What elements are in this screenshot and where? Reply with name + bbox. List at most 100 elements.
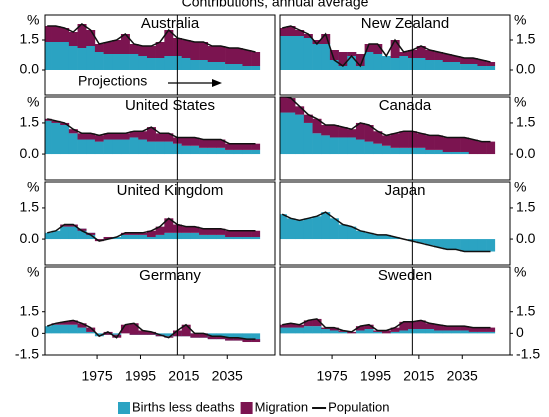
migration-bar — [77, 323, 87, 328]
panel: 0.0 1.5% United Kingdom — [20, 179, 276, 266]
births-bar — [86, 46, 96, 70]
plot-area — [280, 318, 496, 334]
migration-bar — [225, 230, 235, 237]
births-bar — [86, 331, 96, 334]
migration-bar — [199, 42, 209, 60]
migration-bar — [451, 56, 461, 62]
migration-bar — [77, 24, 87, 48]
migration-bar — [416, 320, 426, 330]
plot-area — [280, 25, 496, 70]
migration-bar — [77, 133, 87, 140]
migration-bar — [86, 232, 96, 235]
migration-bar — [477, 327, 487, 332]
births-bar — [416, 239, 426, 244]
migration-bar — [347, 52, 357, 56]
births-bar — [164, 333, 174, 337]
migration-bar — [138, 131, 148, 140]
migration-bar — [460, 58, 470, 64]
legend-label: Births less deaths — [132, 399, 235, 414]
migration-bar — [86, 327, 96, 332]
migration-bar — [486, 62, 496, 66]
migration-bar — [45, 26, 52, 42]
births-bar — [207, 234, 217, 240]
births-bar — [425, 329, 435, 334]
migration-bar — [442, 137, 452, 152]
migration-bar — [155, 42, 165, 58]
births-bar — [280, 36, 287, 70]
births-bar — [103, 139, 113, 155]
births-bar — [251, 149, 261, 155]
births-bar — [155, 141, 165, 155]
births-bar — [68, 324, 78, 334]
births-bar — [286, 218, 296, 240]
migration-bar — [338, 52, 348, 66]
births-bar — [129, 54, 139, 70]
births-bar — [155, 58, 165, 70]
migration-bar — [442, 326, 452, 331]
migration-bar — [103, 42, 113, 54]
births-bar — [216, 147, 226, 155]
births-bar — [94, 333, 104, 337]
births-bar — [60, 226, 70, 240]
births-bar — [68, 46, 78, 70]
panel-border — [44, 266, 276, 356]
births-bar — [390, 147, 400, 155]
unit-label: % — [27, 264, 39, 280]
migration-bar — [190, 333, 200, 338]
migration-bar — [225, 143, 235, 150]
migration-bar — [146, 230, 156, 237]
y-tick-label: 0.0 — [516, 145, 536, 161]
births-bar — [242, 333, 252, 343]
births-bar — [120, 54, 130, 70]
births-bar — [286, 36, 296, 70]
births-bar — [146, 236, 156, 240]
migration-bar — [434, 324, 444, 331]
births-bar — [373, 234, 383, 240]
births-bar — [112, 139, 122, 155]
births-bar — [355, 330, 365, 334]
unit-label: % — [514, 179, 526, 195]
migration-bar — [425, 323, 435, 330]
migration-bar — [94, 135, 104, 142]
migration-bar — [329, 125, 339, 138]
births-bar — [181, 232, 191, 240]
population-line — [282, 25, 491, 68]
migration-bar — [207, 336, 217, 340]
migration-bar — [468, 58, 478, 64]
births-bar — [242, 236, 252, 240]
migration-bar — [286, 26, 296, 36]
births-bar — [225, 236, 235, 240]
births-bar — [460, 239, 470, 252]
births-bar — [103, 54, 113, 70]
unit-label: % — [27, 12, 39, 28]
births-bar — [486, 239, 496, 252]
births-bar — [45, 326, 52, 334]
migration-bar — [68, 129, 78, 134]
x-tick-label: 1975 — [81, 368, 112, 384]
births-bar — [94, 141, 104, 155]
migration-bar — [216, 228, 226, 235]
births-bar — [451, 62, 461, 70]
births-bar — [181, 145, 191, 155]
panel-title: Germany — [139, 267, 201, 284]
births-bar — [364, 141, 374, 155]
migration-bar — [381, 330, 391, 334]
panel-border — [279, 14, 511, 96]
births-bar — [251, 333, 261, 343]
births-bar — [60, 125, 70, 155]
migration-bar — [312, 40, 322, 44]
y-tick-label: 1.5 — [516, 114, 536, 130]
y-tick-label: 0 — [516, 324, 524, 340]
panel: -1.5 0 1.5% Sweden 1975 1995 2015 2035 — [279, 264, 540, 384]
migration-bar — [129, 232, 139, 235]
births-bar — [390, 331, 400, 334]
births-bar — [442, 330, 452, 334]
births-bar — [390, 236, 400, 240]
births-bar — [434, 239, 444, 248]
migration-bar — [181, 137, 191, 146]
migration-bar — [51, 26, 61, 42]
y-tick-label: -1.5 — [516, 346, 540, 362]
births-bar — [199, 234, 209, 240]
migration-bar — [233, 230, 243, 237]
migration-bar — [321, 125, 331, 136]
